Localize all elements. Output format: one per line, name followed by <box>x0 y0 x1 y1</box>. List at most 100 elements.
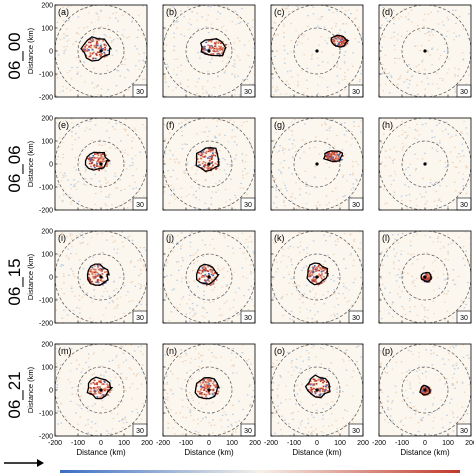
noise-speck <box>66 45 68 48</box>
noise-speck <box>274 412 277 414</box>
noise-speck <box>302 295 305 298</box>
noise-speck <box>361 70 363 72</box>
convective-speck <box>88 273 91 276</box>
noise-speck <box>184 119 187 121</box>
noise-speck <box>57 183 60 185</box>
noise-speck <box>115 355 118 357</box>
noise-speck <box>394 118 397 120</box>
convective-speck <box>96 42 99 45</box>
noise-speck <box>451 135 453 137</box>
convective-speck <box>315 280 317 283</box>
noise-speck <box>409 163 412 165</box>
noise-speck <box>71 144 74 146</box>
convective-speck <box>202 165 205 168</box>
noise-speck <box>207 71 209 73</box>
noise-speck <box>227 425 229 428</box>
noise-speck <box>359 131 362 133</box>
noise-speck <box>76 73 79 75</box>
noise-speck <box>393 158 396 160</box>
convective-speck <box>100 160 103 163</box>
noise-speck <box>76 316 78 318</box>
noise-speck <box>89 317 92 319</box>
noise-speck <box>91 82 94 84</box>
noise-speck <box>461 150 464 152</box>
noise-speck <box>397 242 400 244</box>
noise-speck <box>173 69 175 71</box>
noise-speck <box>90 237 93 239</box>
noise-speck <box>122 203 125 205</box>
noise-speck <box>203 294 205 297</box>
noise-speck <box>196 260 199 262</box>
noise-speck <box>83 81 86 83</box>
noise-speck <box>195 196 197 199</box>
convective-speck <box>320 282 323 284</box>
convective-speck <box>337 156 340 159</box>
noise-speck <box>212 300 215 303</box>
noise-speck <box>317 27 320 29</box>
noise-speck <box>393 248 395 250</box>
noise-speck <box>426 51 429 53</box>
convective-speck <box>210 53 213 55</box>
noise-speck <box>206 135 209 138</box>
convective-speck <box>213 384 215 386</box>
noise-speck <box>402 276 404 278</box>
convective-speck <box>315 269 318 271</box>
convective-speck <box>203 265 206 267</box>
noise-speck <box>210 424 213 427</box>
convective-speck <box>204 274 207 276</box>
convective-speck <box>422 386 425 388</box>
noise-speck <box>350 188 353 191</box>
convective-speck <box>205 41 208 44</box>
noise-speck <box>222 157 224 159</box>
noise-speck <box>245 361 247 363</box>
convective-speck <box>200 384 203 386</box>
convective-speck <box>202 46 205 48</box>
noise-speck <box>175 21 177 23</box>
convective-speck <box>214 154 217 157</box>
convective-speck <box>427 391 430 394</box>
noise-speck <box>203 316 206 318</box>
convective-speck <box>208 386 211 389</box>
noise-speck <box>134 155 137 157</box>
noise-speck <box>131 300 134 302</box>
noise-speck <box>236 55 239 57</box>
convective-speck <box>423 392 426 394</box>
noise-speck <box>212 118 214 121</box>
convective-speck <box>106 165 108 167</box>
noise-speck <box>106 290 109 292</box>
noise-speck <box>92 33 95 35</box>
noise-speck <box>340 123 343 125</box>
noise-speck <box>455 35 458 38</box>
noise-speck <box>296 367 298 369</box>
noise-speck <box>235 372 238 374</box>
convective-speck <box>326 381 328 383</box>
noise-speck <box>448 402 451 404</box>
noise-speck <box>434 71 437 73</box>
noise-speck <box>86 293 89 295</box>
noise-speck <box>282 248 285 250</box>
convective-speck <box>96 51 99 53</box>
convective-speck <box>216 392 219 395</box>
noise-speck <box>78 281 80 284</box>
reference-vector-label: 30 <box>352 89 360 96</box>
noise-speck <box>330 315 332 317</box>
noise-speck <box>203 290 206 292</box>
noise-speck <box>444 43 446 45</box>
noise-speck <box>324 122 326 124</box>
noise-speck <box>55 74 58 76</box>
noise-speck <box>63 347 66 349</box>
noise-speck <box>401 149 404 151</box>
panel-label: (j) <box>166 233 174 243</box>
noise-speck <box>239 187 242 189</box>
convective-speck <box>313 383 316 385</box>
noise-speck <box>301 269 303 271</box>
convective-speck <box>105 44 108 47</box>
convective-speck <box>106 385 109 388</box>
storm-center <box>207 275 211 279</box>
precip-contour <box>195 263 220 285</box>
noise-speck <box>110 41 113 44</box>
noise-speck <box>283 205 286 207</box>
noise-speck <box>205 156 208 158</box>
noise-speck <box>443 403 445 406</box>
convective-speck <box>108 386 111 389</box>
